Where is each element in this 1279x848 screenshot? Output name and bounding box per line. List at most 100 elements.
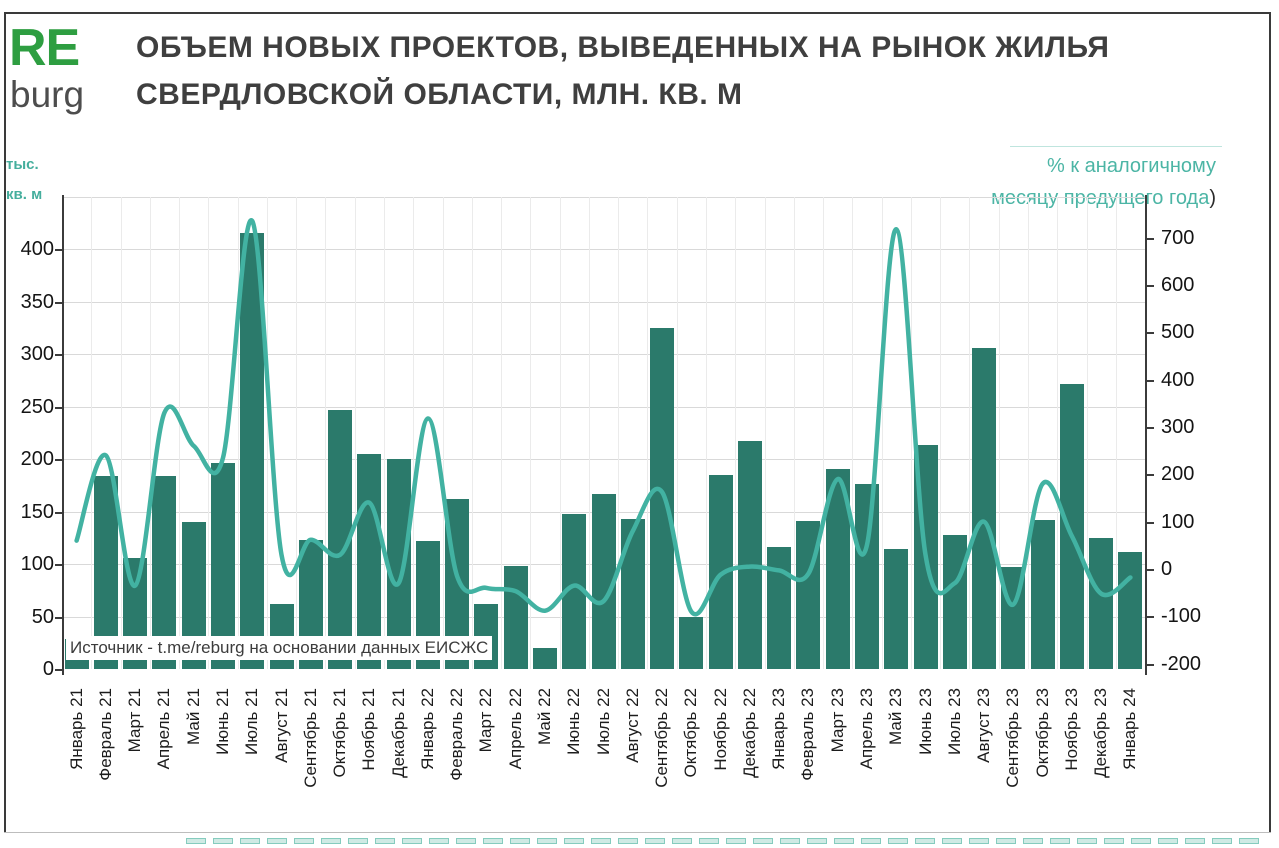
x-axis-label: Октябрь 23	[1032, 688, 1052, 778]
bottom-decor-dash	[186, 838, 206, 844]
x-axis-label: Декабрь 23	[1091, 688, 1111, 778]
x-axis-label: Декабрь 22	[739, 688, 759, 778]
x-axis-label: Август 22	[622, 688, 642, 763]
gridline-vertical	[354, 197, 356, 669]
bottom-decor-dash	[699, 838, 719, 844]
x-axis-label: Октябрь 21	[330, 688, 350, 778]
gridline-vertical	[940, 197, 942, 669]
x-axis-label: Январь 23	[769, 688, 789, 770]
chart-title: ОБЪЕМ НОВЫХ ПРОЕКТОВ, ВЫВЕДЕННЫХ НА РЫНО…	[136, 24, 1256, 118]
x-axis-label: Май 22	[535, 688, 554, 745]
gridline-vertical	[1086, 197, 1088, 669]
gridline-vertical	[296, 197, 298, 669]
left-axis-tick	[55, 354, 62, 357]
bottom-decor-dash	[591, 838, 611, 844]
gridline-horizontal	[62, 459, 1145, 461]
bar	[1118, 551, 1143, 669]
gridline-horizontal	[62, 249, 1145, 251]
left-axis-tick	[55, 249, 62, 252]
right-axis-tick-label: 700	[1161, 226, 1195, 249]
bottom-decor-dash	[1131, 838, 1151, 844]
bar	[737, 441, 762, 669]
left-axis-tick-label: 150	[20, 500, 54, 523]
gridline-vertical	[647, 197, 649, 669]
bottom-decor-dash	[726, 838, 746, 844]
bottom-decor-dash	[213, 838, 233, 844]
bottom-decor-dash	[753, 838, 773, 844]
x-axis-label: Апрель 22	[505, 688, 525, 770]
bottom-decor-dash	[861, 838, 881, 844]
bottom-decor-dash	[321, 838, 341, 844]
bar	[503, 566, 528, 669]
bottom-decor-dash	[618, 838, 638, 844]
bottom-decor-dash	[510, 838, 530, 844]
bottom-decor-dash	[1023, 838, 1043, 844]
x-axis-label: Май 21	[183, 688, 203, 745]
x-axis-label: Июнь 23	[915, 688, 935, 755]
bar	[620, 519, 645, 669]
right-axis-tick	[1147, 237, 1154, 240]
gridline-vertical	[998, 197, 1000, 669]
right-axis-tick-label: 500	[1161, 321, 1195, 344]
gridline-vertical	[237, 197, 239, 669]
right-axis-label: % к аналогичному месяцу предущего года)	[991, 155, 1216, 209]
right-axis-tick-label: -200	[1161, 652, 1202, 675]
left-axis-tick-label: 400	[20, 238, 54, 261]
logo-re: RE	[9, 19, 80, 77]
x-axis-label: Февраль 22	[447, 688, 467, 781]
right-axis-tick-label: -100	[1161, 605, 1202, 628]
x-axis-label: Март 23	[827, 688, 847, 753]
right-axis-label-paren: )	[1209, 187, 1216, 209]
left-axis-tick-label: 50	[31, 605, 54, 628]
bar	[211, 463, 235, 669]
yoy-line-path	[74, 218, 1133, 617]
gridline-vertical	[179, 197, 181, 669]
gridline-vertical	[559, 197, 561, 669]
right-axis-tick	[1147, 569, 1154, 571]
x-axis-label: Январь 22	[417, 688, 437, 770]
source-note: Источник - t.me/reburg на основании данн…	[66, 636, 493, 660]
gridline-vertical	[266, 197, 268, 669]
x-axis-label: Март 21	[125, 688, 145, 753]
gridline-vertical	[618, 197, 620, 669]
gridline-vertical	[149, 197, 151, 669]
gridline-vertical	[588, 197, 590, 669]
right-axis-tick	[1147, 663, 1154, 666]
right-axis-tick	[1147, 521, 1154, 524]
bottom-decor-dash	[456, 838, 476, 844]
right-axis-tick	[1147, 427, 1154, 429]
bar	[533, 648, 557, 669]
x-axis-label: Сентябрь 22	[652, 688, 671, 788]
left-axis-tick	[55, 406, 62, 409]
bottom-decor-dash	[1212, 838, 1232, 844]
gridline-vertical	[384, 197, 385, 669]
gridline-vertical	[208, 197, 210, 669]
bottom-decor-dash	[240, 838, 260, 844]
left-axis-tick	[55, 616, 62, 619]
x-axis-label: Декабрь 21	[388, 688, 408, 778]
chart-title-line2: СВЕРДЛОВСКОЙ ОБЛАСТИ, МЛН. КВ. М	[136, 78, 743, 111]
bar	[679, 616, 704, 669]
bottom-decor-dash	[348, 838, 368, 844]
x-axis-label: Январь 24	[1120, 688, 1140, 770]
x-axis-label: Февраль 23	[798, 688, 818, 781]
bar	[650, 328, 674, 669]
frame-border-right	[1269, 12, 1271, 833]
bottom-decor-dash	[645, 838, 665, 844]
x-axis-label: Июль 23	[944, 688, 964, 756]
chart-title-line1: ОБЪЕМ НОВЫХ ПРОЕКТОВ, ВЫВЕДЕННЫХ НА РЫНО…	[136, 31, 1110, 64]
x-axis-label: Апрель 21	[154, 688, 174, 770]
frame-border-left	[4, 12, 6, 833]
logo-burg: burg	[10, 74, 85, 115]
bottom-decor-dash	[888, 838, 908, 844]
x-axis-label: Октябрь 22	[681, 688, 701, 778]
right-axis-tick	[1147, 474, 1154, 477]
gridline-vertical	[764, 197, 766, 669]
x-axis-label: Август 23	[974, 688, 993, 763]
left-axis-tick-label: 300	[20, 343, 54, 366]
bar	[854, 484, 879, 669]
left-axis-tick	[55, 669, 62, 671]
bottom-decor-dash	[1050, 838, 1070, 844]
x-axis-label: Август 21	[271, 688, 291, 763]
